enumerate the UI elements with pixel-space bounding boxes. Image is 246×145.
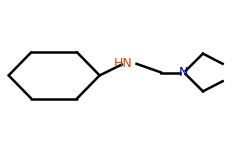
Text: N: N (179, 66, 188, 79)
Text: HN: HN (114, 57, 132, 70)
